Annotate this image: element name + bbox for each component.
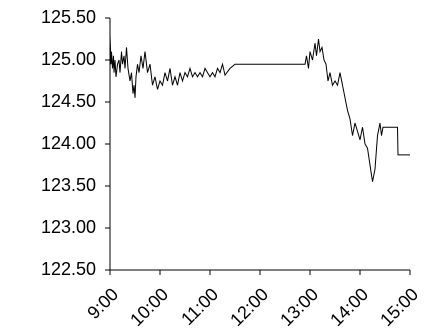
y-tick-label: 125.00 bbox=[41, 49, 96, 69]
price-line bbox=[109, 34, 410, 182]
x-tick-label: 15:00 bbox=[376, 284, 422, 330]
x-tick-label: 14:00 bbox=[326, 284, 372, 330]
x-tick-label: 12:00 bbox=[226, 284, 272, 330]
y-tick-label: 123.50 bbox=[41, 175, 96, 195]
y-tick-label: 123.00 bbox=[41, 217, 96, 237]
x-tick-label: 13:00 bbox=[276, 284, 322, 330]
y-tick-label: 124.50 bbox=[41, 91, 96, 111]
y-tick-label: 122.50 bbox=[41, 259, 96, 279]
x-tick-label: 11:00 bbox=[177, 284, 222, 329]
x-tick-label: 9:00 bbox=[83, 284, 122, 323]
y-tick-label: 124.00 bbox=[41, 133, 96, 153]
y-tick-label: 125.50 bbox=[41, 7, 96, 27]
x-tick-label: 10:00 bbox=[126, 284, 172, 330]
